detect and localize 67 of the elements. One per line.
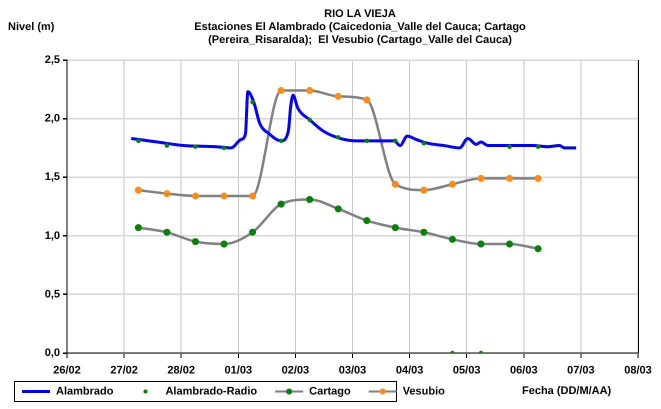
y-tick-label: 2,5	[44, 54, 60, 66]
y-tick-label: 0,0	[44, 347, 60, 360]
point	[506, 174, 514, 182]
point	[306, 196, 314, 203]
x-tick-label: 02/03	[282, 364, 310, 377]
point	[249, 228, 256, 236]
point	[307, 118, 312, 122]
point	[278, 138, 284, 144]
point	[363, 217, 370, 224]
x-tick-label: 07/03	[567, 364, 595, 377]
point	[164, 143, 170, 148]
x-tick-label: 26/02	[53, 364, 81, 377]
y-tick-label: 1,5	[44, 171, 60, 184]
legend-label: Cartago	[309, 386, 351, 398]
point	[393, 138, 398, 144]
x-tick-label: 08/03	[624, 364, 652, 377]
y-tick-label: 0,5	[44, 288, 60, 300]
point	[136, 138, 141, 144]
point	[278, 86, 285, 94]
point	[192, 238, 199, 246]
point	[536, 144, 540, 149]
point	[336, 135, 340, 140]
point	[250, 100, 255, 104]
y-tick-label: 2,0	[44, 112, 60, 125]
point	[477, 240, 484, 248]
point	[220, 192, 228, 200]
x-tick-label: 27/02	[110, 364, 138, 377]
x-tick-label: 05/03	[452, 364, 480, 377]
point	[364, 138, 369, 144]
point	[192, 192, 199, 200]
point	[448, 236, 456, 243]
point	[278, 200, 285, 208]
point	[306, 86, 314, 94]
point	[134, 186, 142, 194]
point	[249, 192, 256, 200]
legend-label: Alambrado	[56, 386, 114, 398]
point	[363, 96, 370, 104]
point	[420, 228, 428, 236]
x-tick-label: 06/03	[510, 364, 538, 377]
chart-title: RIO LA VIEJA Estaciones El Alambrado (Caicedonia_Valle del Cauca; Cartago (Pereira_Risaralda); El Vesubio (Cartago_Valle del Cauca)	[194, 8, 526, 46]
point	[222, 146, 226, 150]
point	[392, 180, 399, 188]
point	[334, 205, 342, 212]
point	[134, 224, 142, 232]
point	[422, 141, 426, 146]
point	[220, 240, 228, 248]
x-tick-label: 03/03	[338, 364, 366, 377]
x-tick-label: 01/03	[224, 364, 252, 377]
point	[506, 240, 514, 248]
legend-label: Vesubio	[402, 386, 446, 398]
point	[507, 144, 512, 149]
x-axis-title: Fecha (DD/M/AA)	[522, 385, 612, 398]
y-axis-title: Nivel (m)	[8, 21, 55, 34]
point	[334, 92, 342, 100]
point	[534, 174, 542, 182]
point	[392, 224, 399, 232]
point	[477, 174, 484, 182]
point	[534, 245, 542, 252]
point	[193, 144, 198, 149]
point	[163, 228, 170, 236]
y-tick-label: 1,0	[44, 230, 60, 242]
legend-label: Alambrado-Radio	[165, 386, 258, 398]
point	[420, 186, 428, 194]
x-tick-label: 04/03	[396, 364, 424, 377]
x-tick-label: 28/02	[167, 364, 195, 377]
point	[448, 180, 456, 188]
point	[163, 190, 170, 198]
